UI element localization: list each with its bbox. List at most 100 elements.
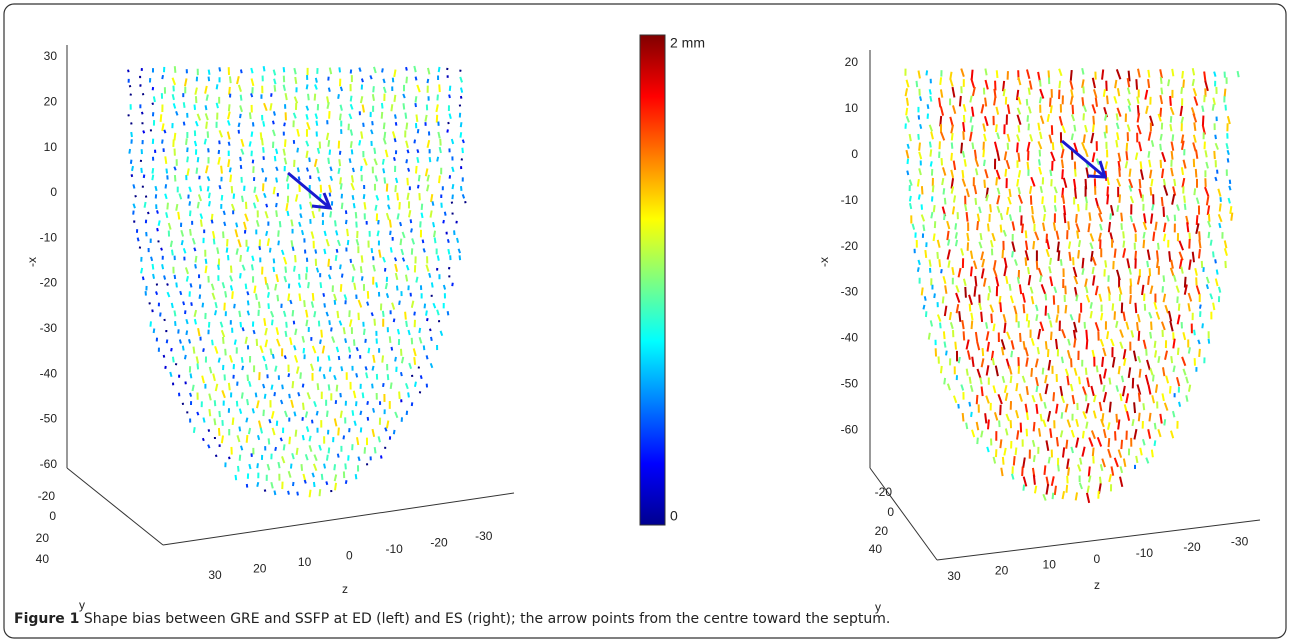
x-tick-label: 0 — [851, 147, 858, 161]
vector — [352, 339, 356, 346]
vector — [350, 175, 355, 183]
vector — [419, 375, 423, 380]
vector — [273, 392, 276, 397]
vector — [1003, 322, 1007, 334]
vector — [180, 239, 184, 246]
vector — [204, 258, 208, 264]
vector — [1047, 70, 1051, 79]
vector — [1149, 331, 1153, 339]
vector — [1107, 221, 1112, 233]
vector — [337, 427, 340, 436]
vector — [413, 357, 417, 365]
vector — [1058, 80, 1062, 89]
vector — [1049, 320, 1053, 328]
vector — [996, 187, 1001, 195]
vector — [1204, 186, 1210, 197]
vector — [1115, 69, 1122, 80]
vector — [402, 93, 406, 99]
vector — [319, 282, 323, 289]
vector — [180, 229, 185, 237]
vector — [388, 219, 392, 228]
vector — [241, 327, 245, 332]
vector — [1192, 88, 1198, 97]
vector — [1011, 221, 1016, 231]
vector — [1136, 275, 1141, 285]
vector — [1169, 106, 1175, 116]
vector — [296, 491, 299, 496]
vector — [223, 221, 227, 227]
vector — [1084, 278, 1088, 288]
vector — [373, 147, 377, 155]
vector — [1007, 196, 1012, 205]
vector — [262, 147, 265, 153]
vector — [1082, 411, 1087, 419]
vector — [301, 434, 305, 441]
vector — [140, 111, 144, 115]
vector — [239, 156, 242, 162]
vector — [905, 79, 910, 88]
x-tick-label: -60 — [841, 422, 859, 436]
vector — [186, 168, 190, 176]
vector — [1229, 206, 1233, 214]
vector — [917, 70, 921, 79]
vector — [960, 248, 965, 256]
vector — [1183, 276, 1187, 288]
vector — [1073, 338, 1077, 348]
vector — [282, 148, 286, 156]
vector — [390, 104, 394, 112]
vector — [151, 174, 155, 181]
vector — [303, 479, 307, 484]
vector — [1022, 484, 1026, 491]
vector — [246, 291, 250, 296]
vector — [1104, 161, 1109, 170]
vector — [1167, 79, 1171, 87]
vector — [387, 204, 391, 210]
vector — [1218, 203, 1222, 212]
vector — [1059, 430, 1064, 438]
vector — [339, 392, 342, 398]
vector — [336, 453, 340, 458]
vector — [227, 159, 231, 168]
vector — [920, 186, 924, 195]
vector — [446, 129, 449, 133]
vector — [273, 84, 277, 92]
vector — [1126, 124, 1131, 132]
vector — [1172, 365, 1176, 373]
vector — [428, 156, 432, 163]
vector — [1001, 456, 1005, 465]
vector — [1101, 356, 1105, 367]
vector — [1017, 76, 1022, 86]
vector — [985, 395, 990, 404]
vector — [335, 384, 339, 392]
y-tick-label: 0 — [887, 505, 894, 519]
vector — [1039, 321, 1045, 332]
vector — [1187, 384, 1192, 392]
z-tick-label: -20 — [430, 536, 448, 550]
vector — [189, 373, 193, 379]
vector — [171, 356, 175, 363]
y-axis-label: y — [79, 598, 85, 612]
vector — [1188, 259, 1192, 270]
vector — [1025, 386, 1029, 396]
vector — [930, 211, 934, 219]
vector — [992, 385, 997, 394]
vector — [410, 228, 413, 233]
vector — [1042, 419, 1047, 428]
vector — [1049, 276, 1054, 287]
vector — [980, 268, 985, 279]
vector — [130, 174, 134, 178]
vector — [917, 133, 920, 140]
vector — [1015, 383, 1019, 392]
vector — [1037, 122, 1041, 131]
vector — [1172, 274, 1177, 282]
vector — [918, 151, 923, 160]
x-tick-label: -30 — [841, 285, 859, 299]
vector — [1147, 131, 1152, 141]
vector — [1119, 476, 1124, 488]
vector — [314, 84, 318, 90]
vector — [262, 120, 266, 127]
vector — [277, 230, 280, 237]
vector — [1085, 492, 1091, 504]
vector — [404, 112, 408, 119]
vector — [952, 160, 957, 171]
